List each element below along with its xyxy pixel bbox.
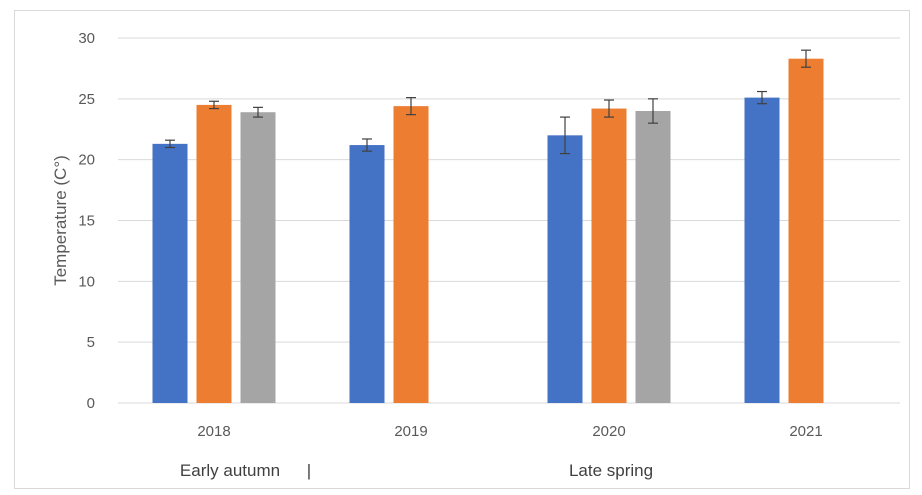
bar-2020-s1 bbox=[547, 135, 583, 404]
x-tick-label-2018: 2018 bbox=[197, 423, 230, 440]
bar-2019-s1 bbox=[349, 145, 385, 404]
bar-2019-s2 bbox=[393, 106, 429, 403]
bar-2018-s1 bbox=[152, 143, 188, 403]
x-tick-label-2019: 2019 bbox=[394, 423, 427, 440]
y-tick-label-15: 15 bbox=[78, 213, 95, 230]
bar-2020-s3 bbox=[635, 111, 671, 403]
y-tick-label-30: 30 bbox=[78, 30, 95, 47]
x-tick-label-2020: 2020 bbox=[592, 423, 625, 440]
season-separator: | bbox=[307, 461, 311, 480]
gridlines bbox=[118, 37, 900, 404]
bar-2018-s3 bbox=[240, 112, 276, 403]
x-tick-label-2021: 2021 bbox=[789, 423, 822, 440]
bar-2021-s2 bbox=[788, 58, 824, 403]
y-axis-ticks: 0 5 10 15 20 25 30 bbox=[78, 30, 95, 412]
y-tick-label-10: 10 bbox=[78, 273, 95, 290]
y-tick-label-20: 20 bbox=[78, 152, 95, 169]
season-label-early-autumn: Early autumn bbox=[180, 461, 280, 480]
x-axis-ticks: 2018 2019 2020 2021 bbox=[197, 423, 822, 440]
y-tick-label-0: 0 bbox=[87, 395, 95, 412]
y-tick-label-5: 5 bbox=[87, 334, 95, 351]
bars bbox=[152, 58, 824, 404]
y-tick-label-25: 25 bbox=[78, 91, 95, 108]
bar-2021-s1 bbox=[744, 97, 780, 403]
season-label-late-spring: Late spring bbox=[569, 461, 653, 480]
bar-2020-s2 bbox=[591, 108, 627, 404]
error-bars bbox=[165, 49, 811, 155]
bar-2018-s2 bbox=[196, 104, 232, 404]
y-axis-title: Temperature (C°) bbox=[51, 155, 70, 286]
